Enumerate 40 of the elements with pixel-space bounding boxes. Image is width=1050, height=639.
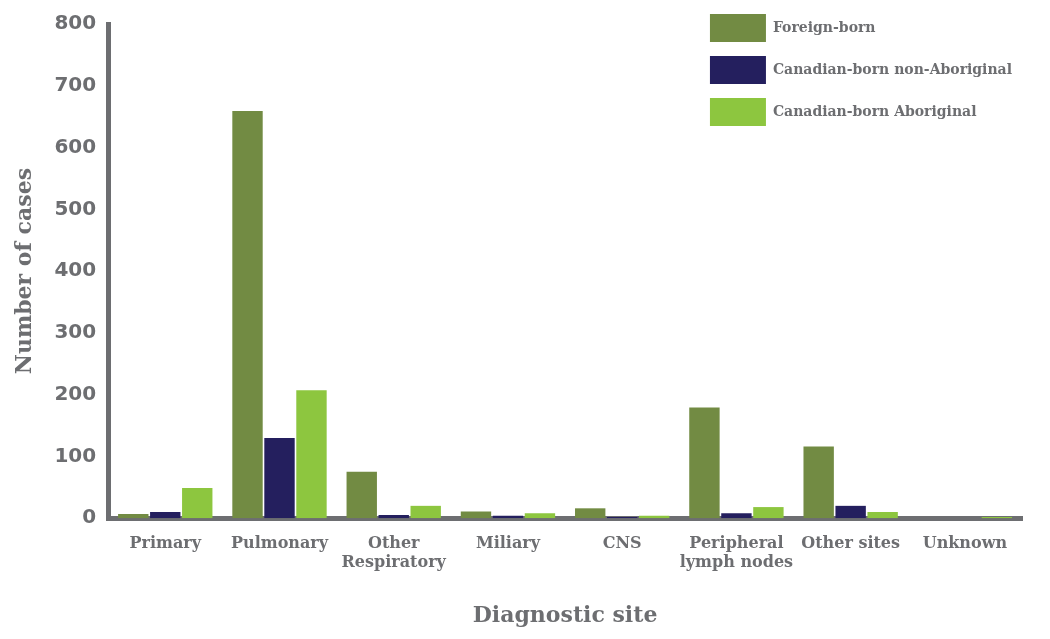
bar xyxy=(867,512,898,519)
bar xyxy=(524,513,556,519)
bar xyxy=(378,515,409,519)
legend-label: Foreign-born xyxy=(772,18,876,35)
y-tick-label: 700 xyxy=(54,71,97,96)
y-axis-title: Number of cases xyxy=(9,167,36,375)
bar xyxy=(150,512,181,519)
x-tick-label: Primary xyxy=(129,532,202,552)
x-tick-label: Pulmonary xyxy=(230,532,329,552)
x-axis-title: Diagnostic site xyxy=(472,600,658,627)
bar xyxy=(575,508,606,519)
x-tick-label: Unknown xyxy=(922,532,1008,552)
bar xyxy=(835,505,866,519)
bar xyxy=(753,507,784,519)
bar xyxy=(803,446,834,519)
bar xyxy=(264,437,295,519)
x-tick-label: Other sites xyxy=(801,532,901,552)
bar xyxy=(460,511,492,519)
x-tick-label: Other Respiratory xyxy=(341,532,447,572)
y-tick-label: 400 xyxy=(54,257,97,282)
y-tick-label: 500 xyxy=(54,195,97,220)
x-tick-label: Peripheral lymph nodes xyxy=(679,532,794,572)
y-tick-label: 100 xyxy=(54,442,97,467)
y-tick-label: 0 xyxy=(82,504,97,529)
legend-label: Canadian-born non-Aboriginal xyxy=(772,60,1013,77)
bar xyxy=(118,513,149,519)
y-tick-label: 800 xyxy=(54,10,97,35)
bar xyxy=(346,471,377,519)
x-tick-label: CNS xyxy=(602,532,642,552)
legend-label: Canadian-born Aboriginal xyxy=(772,102,977,119)
bar xyxy=(689,407,720,519)
bar xyxy=(721,513,752,519)
y-tick-label: 200 xyxy=(54,380,97,405)
y-tick-label: 600 xyxy=(54,133,97,158)
y-tick-label: 300 xyxy=(54,319,97,344)
x-tick-label: Miliary xyxy=(475,532,541,552)
bar xyxy=(232,111,263,519)
bar xyxy=(182,487,213,519)
bar xyxy=(296,390,327,519)
bar xyxy=(410,505,441,519)
